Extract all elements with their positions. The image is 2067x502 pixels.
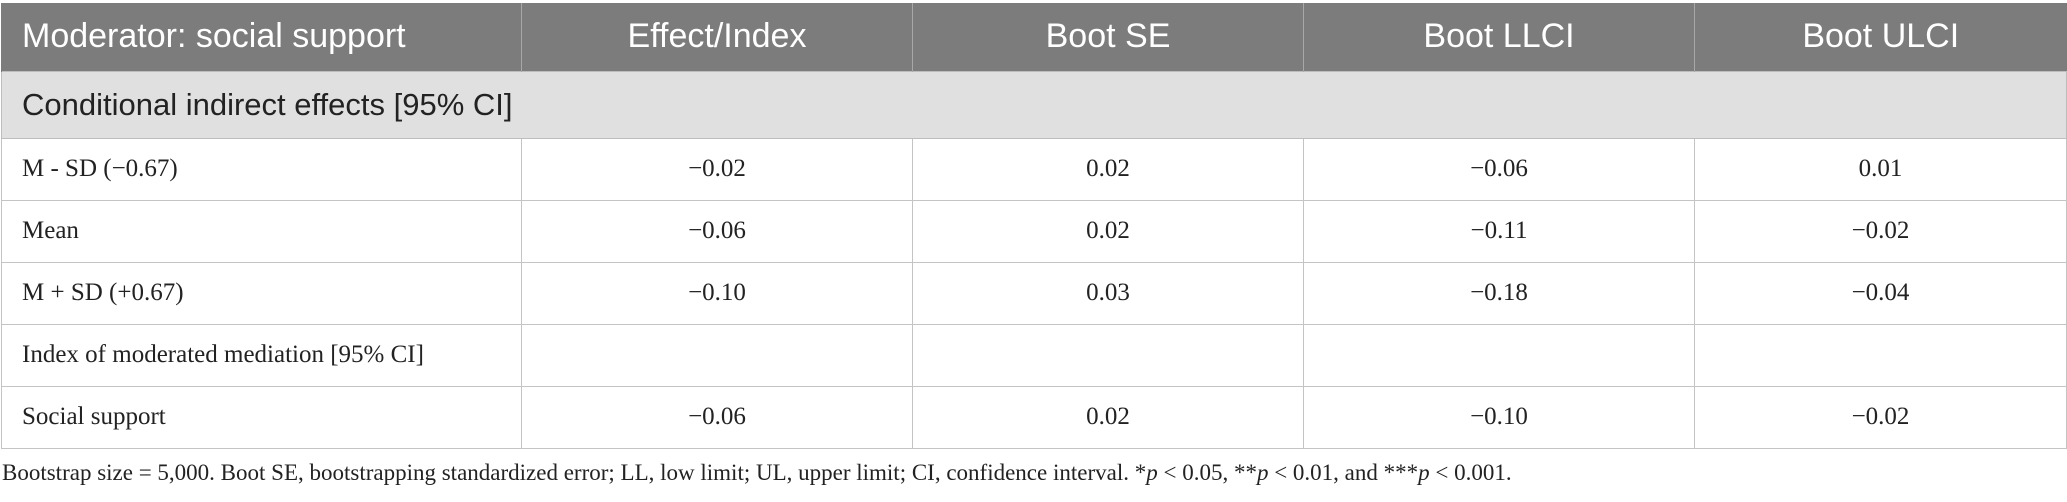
cell-boot-se: 0.03 [912,261,1304,325]
row-label: Social support [1,385,522,449]
header-boot-ulci: Boot ULCI [1694,3,2067,71]
header-moderator: Moderator: social support [1,3,522,71]
header-row: Moderator: social support Effect/Index B… [1,3,2067,71]
table-header: Moderator: social support Effect/Index B… [1,3,2067,71]
table-row: Social support −0.06 0.02 −0.10 −0.02 [1,385,2067,449]
cell-boot-ulci: −0.02 [1694,199,2067,263]
cell-effect: −0.06 [521,385,913,449]
footnote-text-4: < 0.001. [1429,460,1512,485]
moderated-mediation-table: Moderator: social support Effect/Index B… [1,3,2067,449]
cell-boot-llci: −0.18 [1303,261,1695,325]
row-label: Mean [1,199,522,263]
cell-boot-ulci [1694,323,2067,387]
cell-boot-llci: −0.10 [1303,385,1695,449]
table-row: Index of moderated mediation [95% CI] [1,323,2067,387]
cell-effect: −0.10 [521,261,913,325]
cell-boot-llci: −0.11 [1303,199,1695,263]
section-row: Conditional indirect effects [95% CI] [1,70,2067,139]
table-row: M + SD (+0.67) −0.10 0.03 −0.18 −0.04 [1,261,2067,325]
table-footnote: Bootstrap size = 5,000. Boot SE, bootstr… [2,460,1512,486]
row-label: Index of moderated mediation [95% CI] [1,323,522,387]
cell-boot-llci: −0.06 [1303,137,1695,201]
cell-effect: −0.06 [521,199,913,263]
header-boot-llci: Boot LLCI [1303,3,1695,71]
cell-boot-se: 0.02 [912,137,1304,201]
section-title-conditional-indirect-effects: Conditional indirect effects [95% CI] [1,70,2067,139]
moderated-mediation-table-container: Moderator: social support Effect/Index B… [1,3,2067,449]
cell-boot-se: 0.02 [912,385,1304,449]
cell-boot-se [912,323,1304,387]
cell-effect [521,323,913,387]
cell-boot-se: 0.02 [912,199,1304,263]
row-label: M - SD (−0.67) [1,137,522,201]
footnote-p-italic: p [1418,460,1430,485]
footnote-text-3: < 0.01, and *** [1268,460,1419,485]
row-label: M + SD (+0.67) [1,261,522,325]
table-row: Mean −0.06 0.02 −0.11 −0.02 [1,199,2067,263]
cell-boot-ulci: −0.02 [1694,385,2067,449]
header-effect-index: Effect/Index [521,3,913,71]
cell-boot-ulci: −0.04 [1694,261,2067,325]
footnote-text-2: < 0.05, ** [1157,460,1257,485]
cell-effect: −0.02 [521,137,913,201]
header-boot-se: Boot SE [912,3,1304,71]
cell-boot-llci [1303,323,1695,387]
footnote-text-1: Bootstrap size = 5,000. Boot SE, bootstr… [2,460,1147,485]
table-body: Conditional indirect effects [95% CI] M … [1,70,2067,449]
footnote-p-italic: p [1146,460,1158,485]
table-row: M - SD (−0.67) −0.02 0.02 −0.06 0.01 [1,137,2067,201]
footnote-p-italic: p [1256,460,1269,485]
cell-boot-ulci: 0.01 [1694,137,2067,201]
